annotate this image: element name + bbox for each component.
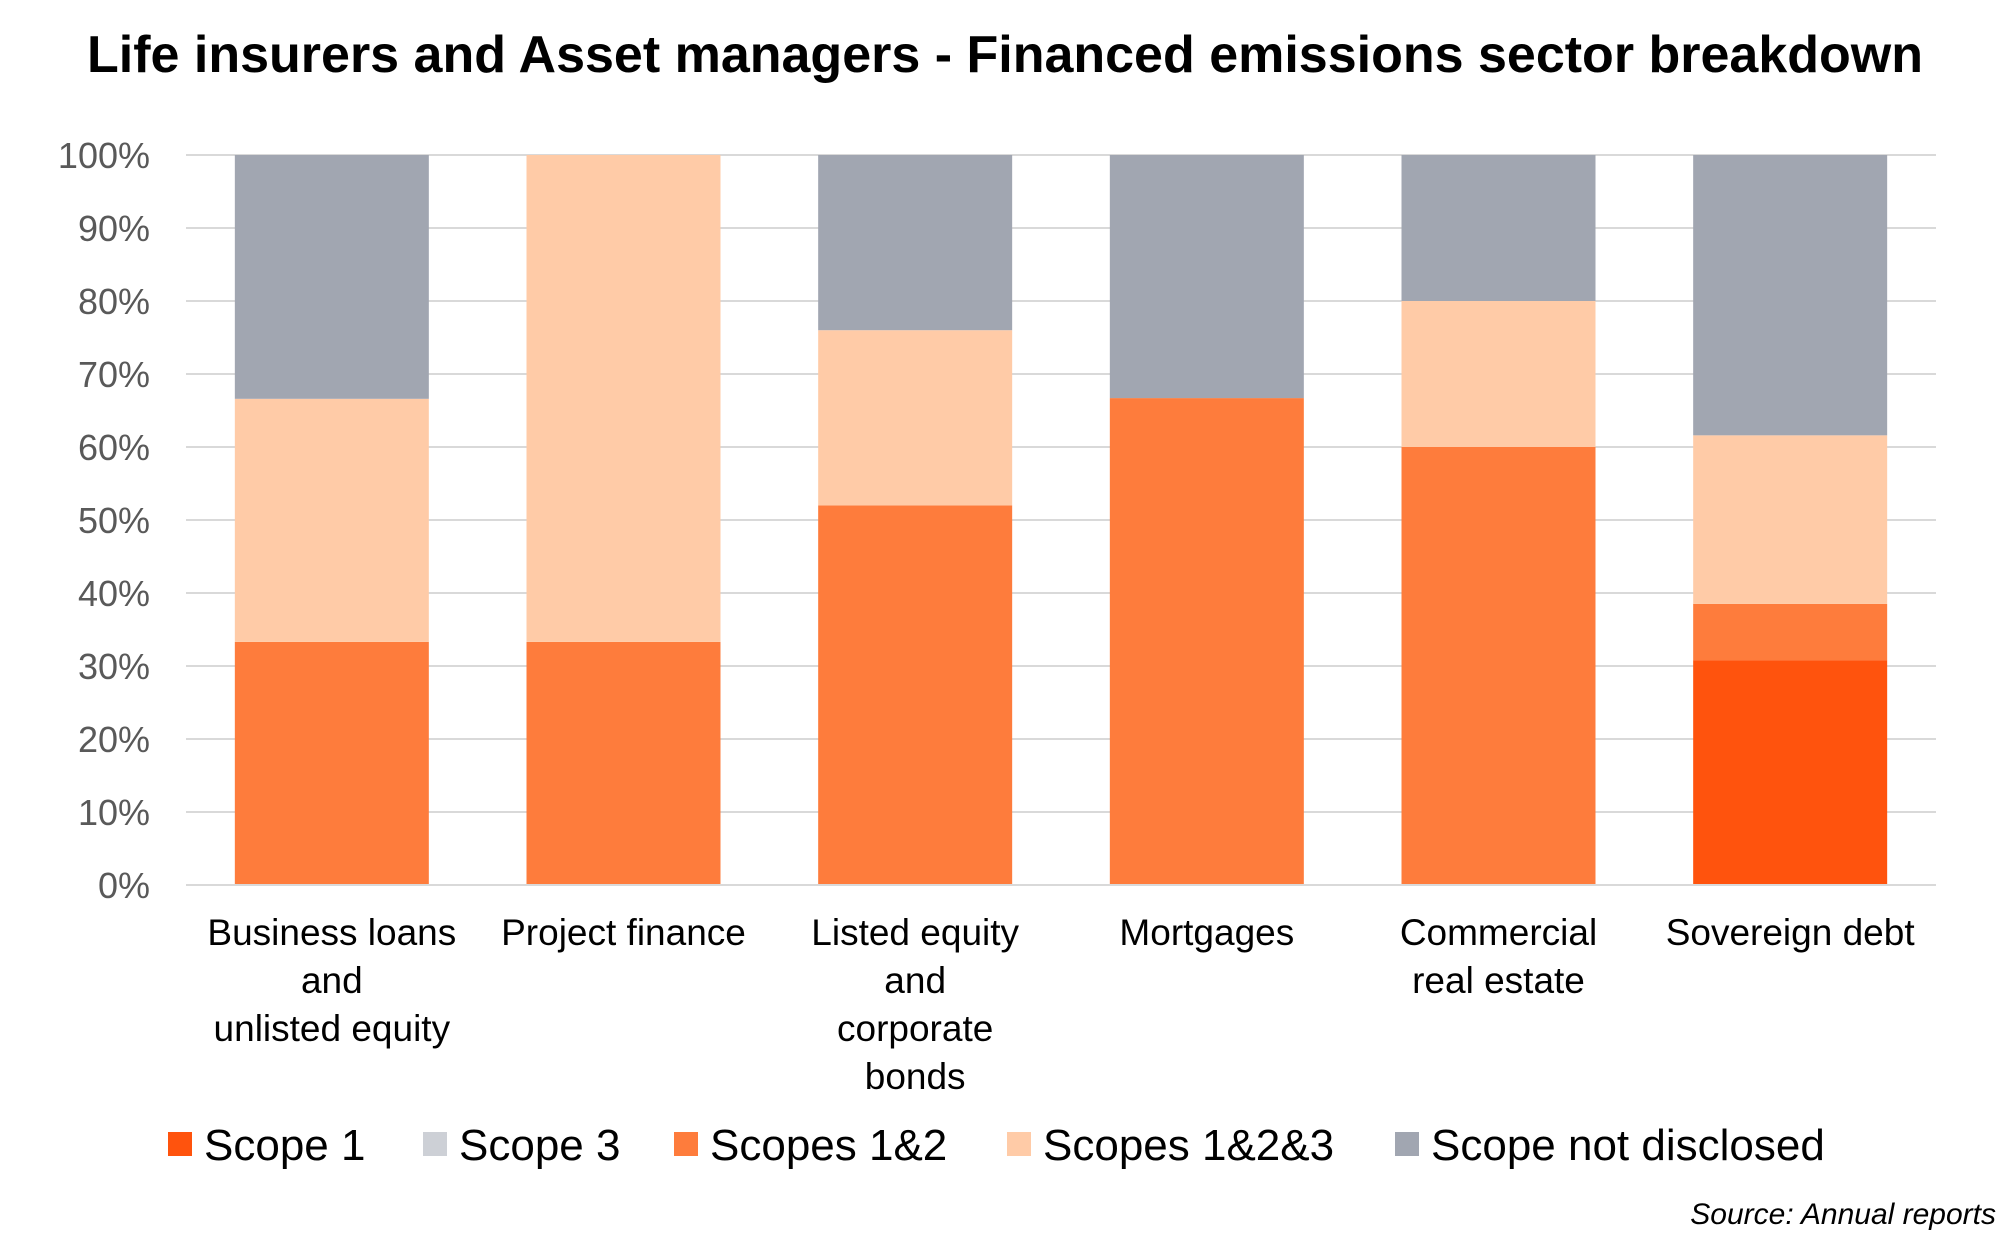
x-category-label: Commercial	[1400, 912, 1597, 953]
bar-segment	[234, 398, 429, 642]
x-category-label: Business loans	[207, 912, 456, 953]
bar-segment	[526, 641, 721, 885]
x-category-label: bonds	[865, 1056, 966, 1097]
y-tick-label: 20%	[78, 719, 150, 760]
legend: Scope 1 Scope 3 Scopes 1&2 Scopes 1&2&3 Scop…	[168, 1121, 1825, 1170]
y-tick-label: 70%	[78, 354, 150, 395]
x-category-label: Mortgages	[1119, 912, 1294, 953]
bar-segment	[818, 505, 1013, 885]
bar-segment	[1401, 155, 1596, 301]
bar-segment	[526, 155, 721, 642]
source-note: Source: Annual reports	[1690, 1198, 1996, 1231]
x-category-label: real estate	[1412, 960, 1585, 1001]
bar-segment	[1109, 398, 1304, 885]
x-category-label: Listed equity	[811, 912, 1019, 953]
bar-segment	[234, 155, 429, 399]
y-axis-tick-labels: 0% 10% 20% 30% 40% 50% 60% 70% 80% 90% 100%	[58, 135, 150, 906]
bar-segment	[1401, 301, 1596, 447]
bar-segment	[1401, 447, 1596, 885]
legend-swatch	[1007, 1132, 1031, 1156]
bar-segment	[1693, 155, 1888, 436]
y-tick-label: 30%	[78, 646, 150, 687]
legend-label: Scope not disclosed	[1431, 1121, 1825, 1170]
bar-segment	[1693, 660, 1888, 885]
x-axis-category-labels: Business loans and unlisted equity Project …	[207, 912, 1915, 1097]
legend-label: Scope 1	[204, 1121, 365, 1170]
bar-segment	[1693, 603, 1888, 661]
x-category-label: corporate	[837, 1008, 993, 1049]
x-category-label: unlisted equity	[214, 1008, 451, 1049]
bar-segment	[1693, 435, 1888, 604]
bar-segment	[818, 155, 1013, 331]
x-category-label: Project finance	[501, 912, 746, 953]
bar-segment	[1109, 155, 1304, 399]
y-tick-label: 80%	[78, 281, 150, 322]
y-tick-label: 90%	[78, 208, 150, 249]
y-tick-label: 40%	[78, 573, 150, 614]
legend-swatch	[1395, 1132, 1419, 1156]
y-tick-label: 0%	[98, 865, 150, 906]
legend-swatch	[674, 1132, 698, 1156]
y-tick-label: 50%	[78, 500, 150, 541]
gridlines	[186, 154, 1936, 813]
legend-label: Scope 3	[459, 1121, 620, 1170]
y-tick-label: 10%	[78, 792, 150, 833]
legend-swatch	[168, 1132, 192, 1156]
bar-segment	[234, 641, 429, 885]
x-category-label: and	[884, 960, 946, 1001]
chart-title: Life insurers and Asset managers - Finan…	[87, 26, 1923, 84]
y-tick-label: 100%	[58, 135, 150, 176]
x-category-label: and	[301, 960, 363, 1001]
legend-label: Scopes 1&2	[710, 1121, 947, 1170]
y-tick-label: 60%	[78, 427, 150, 468]
bars	[234, 155, 1888, 885]
x-category-label: Sovereign debt	[1666, 912, 1916, 953]
bar-segment	[818, 330, 1013, 506]
legend-label: Scopes 1&2&3	[1043, 1121, 1334, 1170]
legend-swatch	[423, 1132, 447, 1156]
